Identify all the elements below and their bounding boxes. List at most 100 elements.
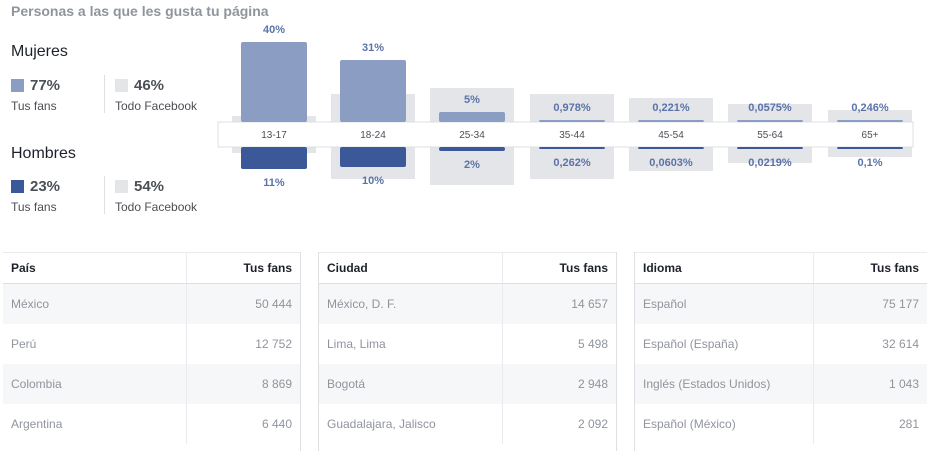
table-row: México 50 444	[3, 284, 300, 324]
column-header-fans[interactable]: Tus fans	[502, 253, 616, 283]
men-fans-bar	[837, 147, 903, 149]
women-fans-bar	[439, 112, 505, 122]
table-divider	[616, 252, 617, 451]
row-name: Inglés (Estados Unidos)	[643, 377, 771, 391]
row-value: 12 752	[186, 324, 300, 364]
women-fans-swatch	[11, 79, 24, 92]
row-value: 2 948	[502, 364, 616, 404]
men-value-label: 2%	[464, 159, 480, 171]
column-header-fans[interactable]: Tus fans	[813, 253, 927, 283]
table-row: México, D. F. 14 657	[319, 284, 616, 324]
table-row: Inglés (Estados Unidos) 1 043	[635, 364, 927, 404]
women-value-label: 0,0575%	[748, 102, 792, 114]
table-divider	[634, 252, 635, 451]
row-value: 281	[813, 404, 927, 444]
women-value-label: 0,978%	[553, 102, 591, 114]
row-name: Guadalajara, Jalisco	[327, 417, 436, 431]
divider	[104, 176, 105, 214]
men-all-stat: 54%	[115, 178, 164, 195]
men-fans-bar	[340, 147, 406, 167]
row-name: Español (México)	[643, 417, 736, 431]
women-value-label: 40%	[263, 24, 285, 36]
table-row: Español 75 177	[635, 284, 927, 324]
table-row: Lima, Lima 5 498	[319, 324, 616, 364]
men-all-label: Todo Facebook	[115, 200, 198, 214]
men-fans-bar	[539, 147, 605, 149]
men-all-swatch	[115, 180, 128, 193]
women-fans-bar	[737, 120, 803, 122]
row-value: 50 444	[186, 284, 300, 324]
men-fans-bar	[638, 147, 704, 149]
table-divider	[300, 252, 301, 451]
row-name: Español	[643, 297, 687, 311]
women-value-label: 5%	[464, 94, 480, 106]
women-fans-pct: 77%	[30, 77, 61, 94]
row-name: Perú	[11, 337, 37, 351]
age-tick-label: 13-17	[261, 130, 287, 141]
men-value-label: 0,262%	[553, 157, 591, 169]
women-fans-bar	[837, 120, 903, 122]
row-value: 5 498	[502, 324, 616, 364]
women-all-pct: 46%	[134, 77, 165, 94]
country-table: País Tus fans México 50 444 Perú 12 752 Co…	[3, 252, 300, 444]
men-title: Hombres	[11, 145, 76, 162]
row-name: Argentina	[11, 417, 63, 431]
row-name: Español (España)	[643, 337, 739, 351]
women-value-label: 31%	[362, 42, 384, 54]
men-value-label: 0,0603%	[649, 157, 693, 169]
age-tick-label: 18-24	[360, 130, 386, 141]
table-row: Español (México) 281	[635, 404, 927, 444]
row-value: 32 614	[813, 324, 927, 364]
men-value-label: 0,0219%	[748, 157, 792, 169]
men-fans-swatch	[11, 180, 24, 193]
women-fans-bar	[638, 120, 704, 122]
row-name: Bogotá	[327, 377, 366, 391]
women-fans-bar	[340, 60, 406, 122]
table-row: Colombia 8 869	[3, 364, 300, 404]
women-fans-label: Tus fans	[11, 99, 57, 113]
table-row: Guadalajara, Jalisco 2 092	[319, 404, 616, 444]
table-row: Bogotá 2 948	[319, 364, 616, 404]
table-header: País Tus fans	[3, 252, 300, 284]
men-fans-bar	[241, 147, 307, 169]
men-fans-bar	[737, 147, 803, 149]
age-tick-label: 65+	[862, 130, 879, 141]
women-fans-stat: 77%	[11, 77, 60, 94]
row-value: 6 440	[186, 404, 300, 444]
age-tick-label: 25-34	[459, 130, 485, 141]
women-all-stat: 46%	[115, 77, 164, 94]
divider	[104, 75, 105, 113]
women-title: Mujeres	[11, 43, 68, 60]
men-value-label: 11%	[263, 177, 285, 189]
table-row: Español (España) 32 614	[635, 324, 927, 364]
row-value: 14 657	[502, 284, 616, 324]
row-value: 1 043	[813, 364, 927, 404]
age-tick-label: 35-44	[559, 130, 585, 141]
table-header: Idioma Tus fans	[635, 252, 927, 284]
women-value-label: 0,246%	[851, 102, 889, 114]
column-header-language[interactable]: Idioma	[643, 261, 682, 275]
women-all-swatch	[115, 79, 128, 92]
row-value: 75 177	[813, 284, 927, 324]
column-header-city[interactable]: Ciudad	[327, 261, 368, 275]
city-table: Ciudad Tus fans México, D. F. 14 657 Lima…	[319, 252, 616, 444]
women-fans-bar	[241, 42, 307, 122]
row-value: 2 092	[502, 404, 616, 444]
age-tick-label: 55-64	[757, 130, 783, 141]
table-divider	[318, 252, 319, 451]
women-value-label: 0,221%	[652, 102, 690, 114]
row-name: Lima, Lima	[327, 337, 386, 351]
men-fans-pct: 23%	[30, 178, 61, 195]
column-header-country[interactable]: País	[11, 261, 36, 275]
table-header: Ciudad Tus fans	[319, 252, 616, 284]
language-table: Idioma Tus fans Español 75 177 Español (E…	[635, 252, 927, 444]
row-name: México, D. F.	[327, 297, 397, 311]
women-all-label: Todo Facebook	[115, 99, 198, 113]
men-fans-label: Tus fans	[11, 200, 57, 214]
age-tick-label: 45-54	[658, 130, 684, 141]
men-all-pct: 54%	[134, 178, 165, 195]
table-row: Argentina 6 440	[3, 404, 300, 444]
column-header-fans[interactable]: Tus fans	[186, 253, 300, 283]
table-row: Perú 12 752	[3, 324, 300, 364]
row-value: 8 869	[186, 364, 300, 404]
